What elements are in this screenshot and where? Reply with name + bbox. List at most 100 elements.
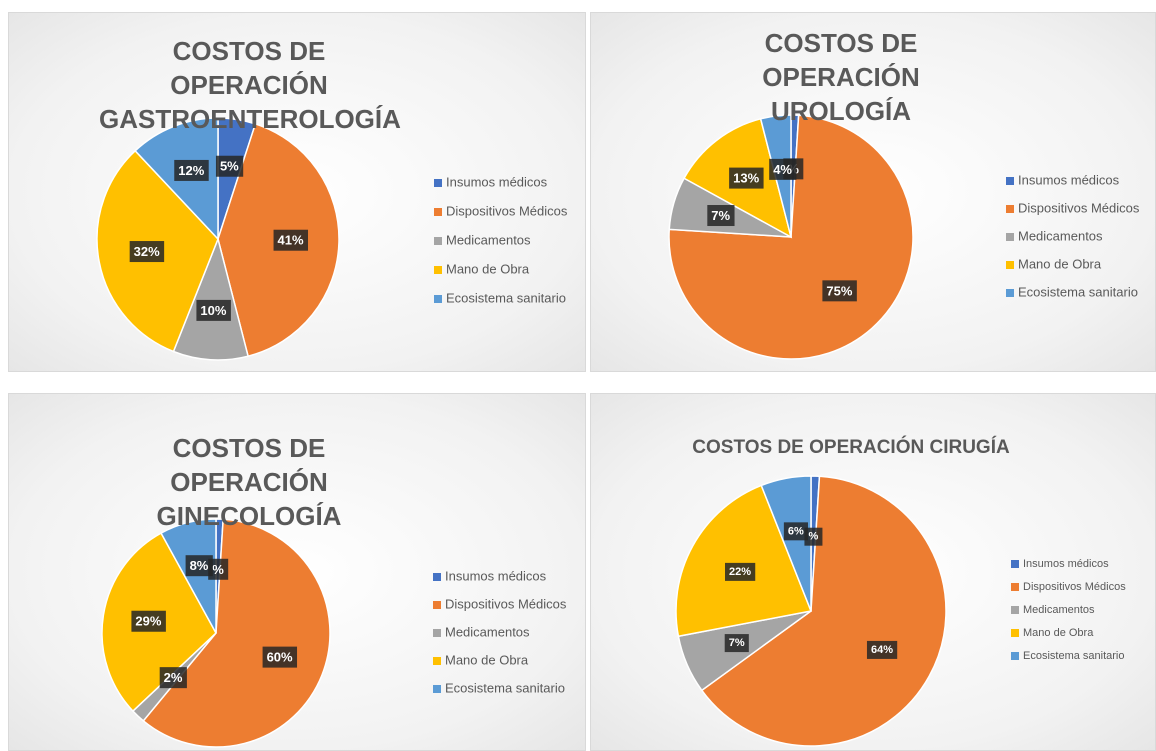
legend-label: Medicamentos (446, 232, 531, 247)
legend-label: Medicamentos (445, 624, 530, 639)
legend-label: Dispositivos Médicos (445, 596, 567, 611)
data-label-box (174, 159, 209, 181)
legend-swatch (1011, 560, 1019, 568)
pie-slice (172, 236, 250, 361)
data-label: 60% (262, 646, 298, 668)
legend-label: Dispositivos Médicos (1023, 581, 1126, 593)
data-label-box (131, 610, 166, 632)
data-label-box (724, 634, 749, 653)
legend-swatch (433, 629, 441, 637)
data-label-box (273, 229, 309, 251)
data-label-text: 13% (733, 171, 759, 186)
legend-swatch (434, 237, 442, 245)
data-label-text: 12% (178, 163, 204, 178)
data-label-text: 6% (788, 525, 804, 537)
data-label-box (215, 155, 244, 177)
data-label: 64% (866, 640, 898, 659)
legend-swatch (434, 208, 442, 216)
chart-title: COSTOS DE OPERACIÓN UROLOGÍA (762, 28, 920, 126)
data-label-box (725, 562, 756, 581)
legend-swatch (1006, 233, 1014, 241)
legend-label: Ecosistema sanitario (446, 290, 566, 305)
data-label-text: 64% (871, 644, 893, 656)
legend-label: Mano de Obra (1018, 256, 1102, 271)
data-label: % (804, 527, 823, 546)
legend-swatch (1006, 177, 1014, 185)
legend-label: Medicamentos (1023, 604, 1095, 616)
data-label-text: 32% (134, 244, 160, 259)
data-label-text: 4% (773, 162, 792, 177)
chart-panel: % 64% 7% 22% 6% Insumos médicos Dispositivos M… (590, 393, 1156, 751)
chart: % 64% 7% 22% 6% Insumos médicos Dispositivos M… (675, 475, 1126, 747)
data-label-text: 60% (267, 650, 293, 665)
chart: 5% 41% 10% 32% 12% Insumos médicos Dispositivo… (96, 117, 568, 361)
legend-label: Ecosistema sanitario (445, 680, 565, 695)
data-label-box (707, 205, 735, 227)
legend-label: Mano de Obra (445, 652, 529, 667)
data-label: 5% (215, 155, 244, 177)
data-label-box (129, 241, 165, 263)
data-label-text: 2% (164, 670, 183, 685)
data-label: 29% (131, 610, 166, 632)
data-label: % (208, 558, 229, 580)
data-label-box (804, 527, 823, 546)
data-label: 32% (129, 241, 165, 263)
legend-label: Insumos médicos (446, 174, 548, 189)
data-label-text: % (808, 531, 818, 543)
legend-swatch (1006, 289, 1014, 297)
data-label-box (866, 640, 898, 659)
legend-swatch (434, 179, 442, 187)
chart-title: COSTOS DE OPERACIÓN GINECOLOGÍA (156, 433, 342, 531)
chart: % 60% 2% 29% 8% Insumos médicos Dispositivos M… (101, 518, 567, 748)
legend-swatch (433, 657, 441, 665)
data-label-box (185, 555, 213, 577)
legend-swatch (1011, 629, 1019, 637)
data-label: 7% (707, 205, 735, 227)
data-label-box (769, 158, 797, 180)
data-label-box (262, 646, 298, 668)
legend-swatch (433, 685, 441, 693)
legend-swatch (1011, 583, 1019, 591)
data-label: 13% (729, 167, 764, 189)
legend-swatch (1011, 606, 1019, 614)
legend-label: Dispositivos Médicos (1018, 200, 1140, 215)
legend-label: Medicamentos (1018, 228, 1103, 243)
legend-swatch (433, 573, 441, 581)
legend-swatch (434, 295, 442, 303)
data-label-box (729, 167, 764, 189)
data-label: 41% (273, 229, 309, 251)
data-label-text: 8% (190, 558, 209, 573)
legend-label: Ecosistema sanitario (1023, 650, 1125, 662)
chart-panel: 5% 41% 10% 32% 12% Insumos médicos Dispositivo… (8, 12, 586, 372)
data-label: 10% (196, 299, 231, 321)
data-label-text: 10% (200, 303, 226, 318)
data-label: 2% (159, 667, 187, 689)
pie-slice (142, 518, 331, 748)
data-label-box (783, 522, 808, 541)
legend-swatch (1006, 261, 1014, 269)
chart-title: COSTOS DE OPERACIÓN CIRUGÍA (692, 437, 1010, 458)
data-label-text: 5% (220, 159, 239, 174)
legend-swatch (1011, 652, 1019, 660)
data-label: 7% (724, 634, 749, 653)
chart-title: COSTOS DE OPERACIÓN GASTROENTEROLOGÍA (99, 36, 401, 134)
legend-label: Insumos médicos (1023, 558, 1109, 570)
data-label-text: % (212, 562, 224, 577)
data-label-text: 41% (278, 233, 304, 248)
legend-swatch (434, 266, 442, 274)
pie-slice (700, 475, 947, 747)
legend-label: Mano de Obra (1023, 627, 1094, 639)
legend-label: Insumos médicos (1018, 172, 1120, 187)
data-label-box (196, 299, 231, 321)
legend-label: Mano de Obra (446, 261, 530, 276)
legend-swatch (433, 601, 441, 609)
legend-label: Insumos médicos (445, 568, 547, 583)
legend-swatch (1006, 205, 1014, 213)
data-label-text: 7% (711, 208, 730, 223)
data-label: 6% (783, 522, 808, 541)
data-label-box (822, 280, 857, 302)
data-label-text: 22% (729, 566, 751, 578)
